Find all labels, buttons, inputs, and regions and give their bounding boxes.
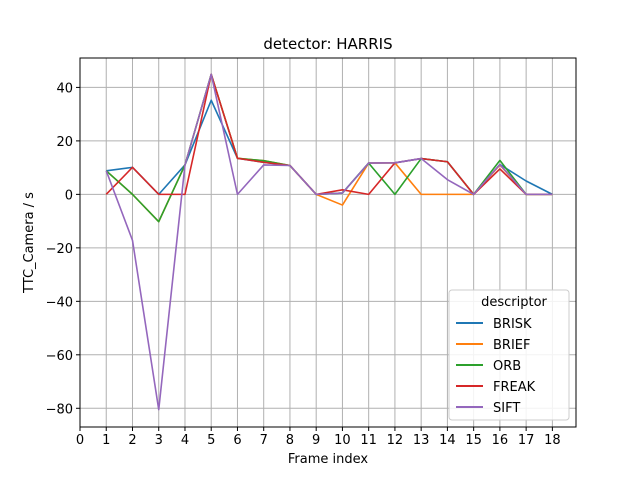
y-tick-label: −60: [46, 349, 73, 364]
x-tick-label: 14: [439, 433, 456, 448]
series-layer: [105, 73, 553, 411]
x-tick-label: 1: [102, 433, 110, 448]
legend-label-freak: FREAK: [493, 380, 536, 395]
x-tick-label: 11: [360, 433, 377, 448]
x-tick-label: 5: [207, 433, 215, 448]
x-tick-label: 7: [260, 433, 268, 448]
y-tick-label: 0: [65, 188, 73, 203]
legend-label-brief: BRIEF: [493, 338, 530, 353]
y-tick-label: −80: [46, 402, 73, 417]
legend-title: descriptor: [481, 295, 547, 310]
x-tick-label: 17: [518, 433, 535, 448]
x-tick-label: 4: [181, 433, 189, 448]
legend: descriptor BRISK BRIEF ORB FREAK SIFT: [448, 289, 570, 421]
x-axis-label: Frame index: [288, 452, 369, 467]
x-tick-label: 8: [286, 433, 294, 448]
x-tick-label: 10: [334, 433, 351, 448]
legend-label-sift: SIFT: [493, 401, 520, 416]
x-tick-label: 18: [544, 433, 561, 448]
x-tick-label: 13: [413, 433, 430, 448]
chart-title: detector: HARRIS: [263, 35, 392, 53]
y-tick-label: −40: [46, 295, 73, 310]
legend-items: BRISK BRIEF ORB FREAK SIFT: [456, 317, 536, 416]
y-axis-label: TTC_Camera / s: [22, 192, 37, 294]
x-tick-label: 16: [492, 433, 509, 448]
plot-frame: [79, 57, 577, 428]
x-tick-label: 6: [233, 433, 241, 448]
x-tick-label: 12: [387, 433, 404, 448]
ticks: 0 1 2 3 4 5 6 7 8 9 10 11 12 13 14 15 16 17 18−80−60−40−20…: [46, 81, 561, 448]
y-tick-label: 40: [56, 81, 73, 96]
x-tick-label: 9: [312, 433, 320, 448]
legend-label-orb: ORB: [493, 359, 521, 374]
x-tick-label: 0: [76, 433, 84, 448]
y-tick-label: −20: [46, 242, 73, 257]
series-line-sift: [105, 73, 553, 411]
x-tick-label: 15: [465, 433, 482, 448]
x-tick-label: 2: [128, 433, 136, 448]
legend-label-brisk: BRISK: [493, 317, 532, 332]
y-tick-label: 20: [56, 135, 73, 150]
x-tick-label: 3: [155, 433, 163, 448]
